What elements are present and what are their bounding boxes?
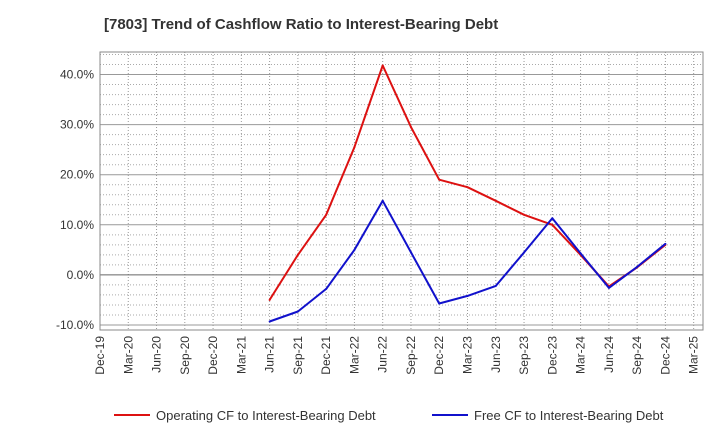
- data-point: [523, 213, 526, 216]
- data-point: [466, 186, 469, 189]
- data-point: [353, 146, 356, 149]
- x-tick-label: Dec-22: [432, 336, 446, 375]
- x-tick-label: Mar-25: [687, 336, 701, 374]
- x-tick-label: Sep-21: [291, 336, 305, 375]
- data-point: [607, 286, 610, 289]
- data-point: [296, 253, 299, 256]
- x-tick-label: Mar-23: [461, 336, 475, 374]
- x-tick-label: Dec-21: [319, 336, 333, 375]
- plot-border: [99, 51, 704, 331]
- x-tick-label: Sep-24: [630, 336, 644, 375]
- x-tick-label: Jun-23: [489, 336, 503, 373]
- data-point: [325, 213, 328, 216]
- x-axis-ticks: Dec-19 Mar-20 Jun-20 Sep-20 Dec-20 Mar-21 Jun-…: [93, 336, 701, 375]
- data-point: [268, 298, 271, 301]
- data-point: [268, 320, 271, 323]
- y-axis-ticks: -10.0% 0.0% 10.0% 20.0% 30.0% 40.0%: [56, 68, 94, 332]
- chart-title: [7803] Trend of Cashflow Ratio to Intere…: [104, 16, 499, 33]
- y-tick-label: 0.0%: [67, 268, 95, 282]
- x-tick-label: Jun-20: [150, 336, 164, 373]
- x-tick-label: Jun-21: [263, 336, 277, 373]
- data-point: [579, 252, 582, 255]
- x-tick-label: Jun-24: [602, 336, 616, 373]
- data-point: [466, 294, 469, 297]
- data-point: [523, 251, 526, 254]
- data-point: [353, 248, 356, 251]
- data-point: [551, 217, 554, 220]
- data-point: [381, 64, 384, 67]
- data-point: [551, 223, 554, 226]
- x-tick-label: Sep-22: [404, 336, 418, 375]
- y-tick-label: -10.0%: [56, 318, 94, 332]
- data-point: [494, 284, 497, 287]
- x-tick-label: Jun-22: [376, 336, 390, 373]
- grid-lines: [99, 52, 703, 330]
- data-point: [636, 265, 639, 268]
- data-point: [494, 199, 497, 202]
- x-tick-label: Dec-19: [93, 336, 107, 375]
- legend: Operating CF to Interest-Bearing Debt Fre…: [114, 408, 664, 423]
- legend-label: Free CF to Interest-Bearing Debt: [474, 408, 664, 423]
- legend-label: Operating CF to Interest-Bearing Debt: [156, 408, 376, 423]
- x-tick-label: Sep-23: [517, 336, 531, 375]
- data-point: [296, 310, 299, 313]
- data-point: [438, 302, 441, 305]
- y-tick-label: 40.0%: [60, 68, 94, 82]
- data-point: [409, 126, 412, 129]
- data-point: [438, 178, 441, 181]
- x-tick-label: Mar-21: [234, 336, 248, 374]
- data-point: [381, 199, 384, 202]
- x-tick-label: Dec-20: [206, 336, 220, 375]
- x-tick-label: Dec-24: [658, 336, 672, 375]
- data-point: [409, 251, 412, 254]
- y-tick-label: 30.0%: [60, 118, 94, 132]
- data-point: [664, 242, 667, 245]
- y-tick-label: 20.0%: [60, 168, 94, 182]
- data-point: [325, 287, 328, 290]
- x-tick-label: Mar-22: [347, 336, 361, 374]
- series-lines: [268, 64, 667, 323]
- x-tick-label: Sep-20: [178, 336, 192, 375]
- x-tick-label: Mar-20: [121, 336, 135, 374]
- plot-area: [100, 52, 703, 330]
- x-tick-label: Dec-23: [545, 336, 559, 375]
- x-tick-label: Mar-24: [574, 336, 588, 374]
- y-tick-label: 10.0%: [60, 218, 94, 232]
